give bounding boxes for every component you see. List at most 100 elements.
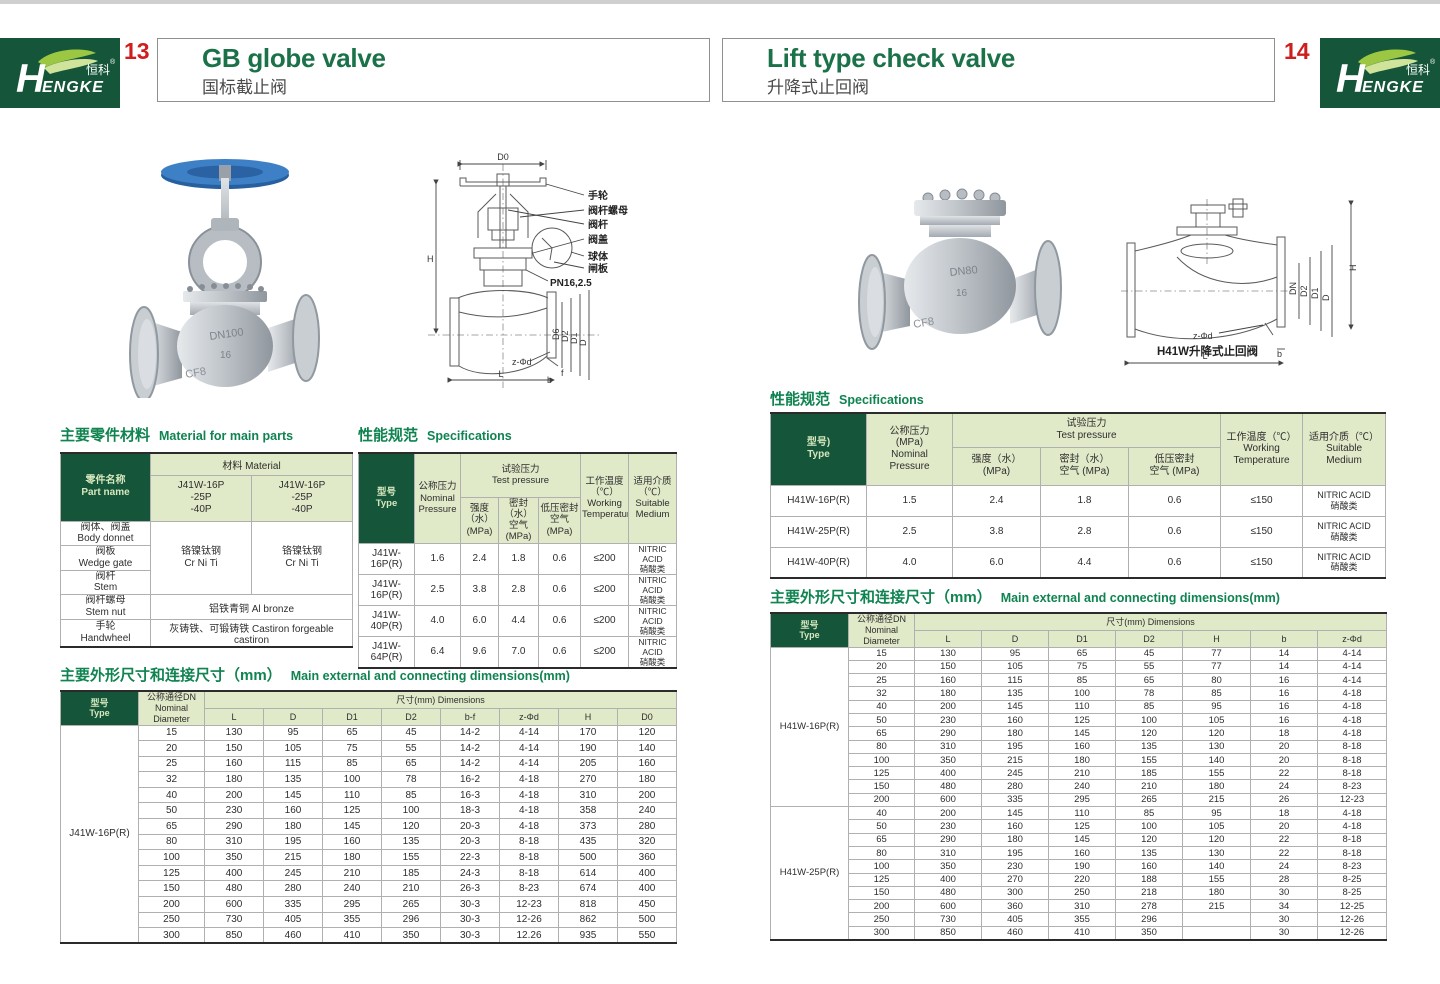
- cell: 270: [558, 771, 618, 788]
- cell: 280: [981, 779, 1049, 794]
- cell: 32: [138, 771, 205, 788]
- section-title-zh: 主要零件材料: [60, 427, 151, 444]
- cell: NITRIC ACID 硝酸类: [628, 604, 678, 637]
- cell: 230: [204, 802, 264, 820]
- col-header: D0: [616, 707, 678, 726]
- cell: 24-3: [440, 864, 500, 882]
- cell: 935: [558, 927, 618, 944]
- cell: 120: [1115, 726, 1183, 741]
- dim-d2: D2: [1299, 285, 1309, 297]
- cell: 310: [914, 845, 982, 861]
- cell: 77: [1182, 646, 1251, 661]
- cell: 125: [138, 864, 205, 882]
- cell: 8-23: [499, 880, 559, 898]
- page-number-right: 14: [1284, 38, 1310, 64]
- cell: 95: [1182, 699, 1251, 714]
- part-name-header: 零件名称 Part name: [60, 452, 151, 522]
- table-row: J41W-16P(R) 2.5 3.8 2.8 0.6 ≤200 NITRIC ACID 硝酸…: [358, 573, 678, 606]
- dim-dn: DN: [1288, 282, 1298, 295]
- valve-marking: CF8: [184, 366, 207, 381]
- cell: 180: [914, 686, 982, 701]
- cell: 135: [1115, 845, 1183, 861]
- cell: 862: [558, 911, 618, 929]
- cell: 12-26: [499, 911, 559, 929]
- cell: 4.0: [866, 546, 953, 579]
- cell: 2.5: [866, 515, 953, 548]
- cell: 373: [558, 818, 618, 835]
- table-row: 125 400 245 210 185 24-3 8-18 614 400: [61, 864, 678, 882]
- table-row: 32 180 135 100 78 85 16 4-18: [771, 686, 1388, 701]
- dim-z-phi-d: z-Φd: [1193, 331, 1213, 341]
- cell: NITRIC ACID 硝酸类: [1302, 515, 1387, 548]
- cell: 1.8: [498, 542, 539, 575]
- cell: 65: [138, 818, 205, 835]
- cell: 180: [616, 771, 678, 788]
- table-row: 40 200 145 110 85 95 16 4-18: [771, 699, 1388, 714]
- cell: 85: [1115, 699, 1183, 714]
- cell: 2.8: [498, 573, 539, 606]
- dim-d2: D2: [560, 330, 570, 342]
- cell: 50: [138, 802, 205, 820]
- cell: 250: [1048, 885, 1116, 901]
- cell: 300: [138, 927, 205, 944]
- valve-body: [904, 238, 1016, 334]
- dim-d: D: [578, 339, 588, 346]
- cell: 215: [1182, 792, 1251, 808]
- cell: 85: [1115, 806, 1183, 821]
- type-header: 型号) Type: [770, 412, 867, 486]
- cell: 65: [848, 726, 915, 741]
- section-title-zh: 主要外形尺寸和连接尺寸（mm）: [60, 667, 282, 684]
- table-row: 阀杆螺母 Stem nut 铝铁青铜 Al bronze: [60, 594, 354, 620]
- cell: 4-14: [1316, 646, 1388, 661]
- cell: 80: [848, 739, 915, 754]
- cell: 130: [914, 646, 982, 661]
- section-title-en: Main external and connecting dimensions(…: [290, 669, 570, 683]
- cell: 80: [848, 845, 915, 861]
- cell: 18: [1250, 726, 1318, 741]
- cell: 145: [981, 806, 1049, 821]
- cell: 155: [381, 849, 441, 866]
- cell: 3.8: [952, 515, 1041, 548]
- cell: H41W-25P(R): [770, 515, 867, 548]
- cell: 100: [1115, 712, 1183, 728]
- cell: 30-3: [440, 896, 500, 913]
- cell: 16: [1250, 673, 1318, 688]
- cell: 4-18: [499, 771, 559, 788]
- cell: 95: [1182, 806, 1251, 821]
- cell: 335: [981, 792, 1049, 808]
- cell: 195: [981, 845, 1049, 861]
- cell: 355: [1048, 912, 1116, 927]
- cell: 270: [981, 872, 1049, 887]
- cell: 400: [914, 766, 982, 781]
- cell: 95: [263, 724, 323, 742]
- table-row: H41W-40P(R) 4.0 6.0 4.4 0.6 ≤150 NITRIC ACID 硝酸…: [770, 546, 1387, 579]
- cell: 850: [914, 925, 982, 941]
- cell: 100: [1115, 819, 1183, 834]
- dim-b: b: [1277, 349, 1282, 359]
- callout-stem-nut: 阀杆螺母: [588, 204, 628, 217]
- cell: 435: [558, 833, 618, 851]
- valve-marking: 16: [220, 350, 232, 361]
- callout-stem: 阀杆: [588, 218, 608, 231]
- cell: 180: [322, 849, 382, 866]
- material-cell: 铝铁青铜 Al bronze: [149, 594, 354, 620]
- dim-d6: D6: [551, 328, 561, 340]
- cell: 24: [1250, 779, 1318, 794]
- cell: 600: [914, 899, 982, 914]
- cell: 300: [848, 925, 915, 941]
- cell: 145: [1048, 726, 1116, 741]
- type-cell: J41W-16P(R): [60, 724, 139, 944]
- col-header: L: [204, 707, 264, 726]
- cell: 200: [204, 786, 264, 804]
- table-row: 阀杆 Stem: [60, 569, 353, 596]
- cell: 4.4: [1040, 546, 1129, 579]
- material-cell: 铬镍钛钢 Cr Ni Ti: [250, 520, 354, 596]
- table-row: 65 290 180 145 120 20-3 4-18 373 280: [61, 818, 678, 835]
- cell: 8-18: [1316, 845, 1388, 861]
- cell: 45: [1115, 646, 1183, 661]
- table-row: H41W-25P(R) 40 200 145 110 85 95 18 4-18: [770, 806, 1388, 941]
- cell: 8-23: [1316, 779, 1388, 794]
- cell: 360: [981, 899, 1049, 914]
